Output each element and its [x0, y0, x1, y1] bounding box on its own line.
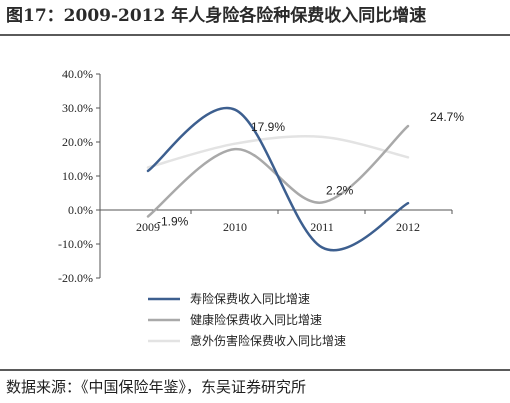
x-tick-label: 2012 — [396, 220, 420, 234]
data-label: 24.7% — [430, 110, 464, 124]
y-tick-label: 40.0% — [62, 67, 93, 81]
chart-data-labels: -1.9% 17.9% 2.2% 24.7% — [157, 110, 464, 228]
series-line-2 — [146, 134, 410, 169]
y-tick-label: 20.0% — [62, 135, 93, 149]
series-line-0 — [146, 106, 410, 252]
x-tick-label: 2009 — [136, 220, 160, 234]
y-tick-label: 10.0% — [62, 169, 93, 183]
legend-label: 意外伤害险保费收入同比增速 — [190, 333, 346, 348]
y-tick-label: 0.0% — [68, 203, 93, 217]
x-tick-label: 2011 — [310, 220, 334, 234]
data-label: 2.2% — [326, 184, 354, 198]
data-label: -1.9% — [157, 214, 189, 228]
x-tick-label: 2010 — [223, 220, 247, 234]
legend-label: 寿险保费收入同比增速 — [190, 291, 310, 306]
chart-series — [146, 106, 410, 252]
source-divider — [0, 369, 510, 371]
figure-source: 数据来源：《中国保险年鉴》，东吴证券研究所 — [6, 378, 307, 396]
y-tick-label: -20.0% — [58, 271, 93, 285]
series-line-1 — [146, 124, 410, 218]
data-label: 17.9% — [251, 120, 285, 134]
y-tick-label: -10.0% — [58, 237, 93, 251]
title-divider — [0, 34, 510, 36]
chart-axes: 40.0% 30.0% 20.0% 10.0% 0.0% -10.0% -20.0% 2009… — [58, 67, 453, 285]
legend-label: 健康险保费收入同比增速 — [190, 312, 322, 327]
y-tick-label: 30.0% — [62, 101, 93, 115]
figure-title: 图17：2009-2012 年人身险各险种保费收入同比增速 — [6, 6, 427, 26]
